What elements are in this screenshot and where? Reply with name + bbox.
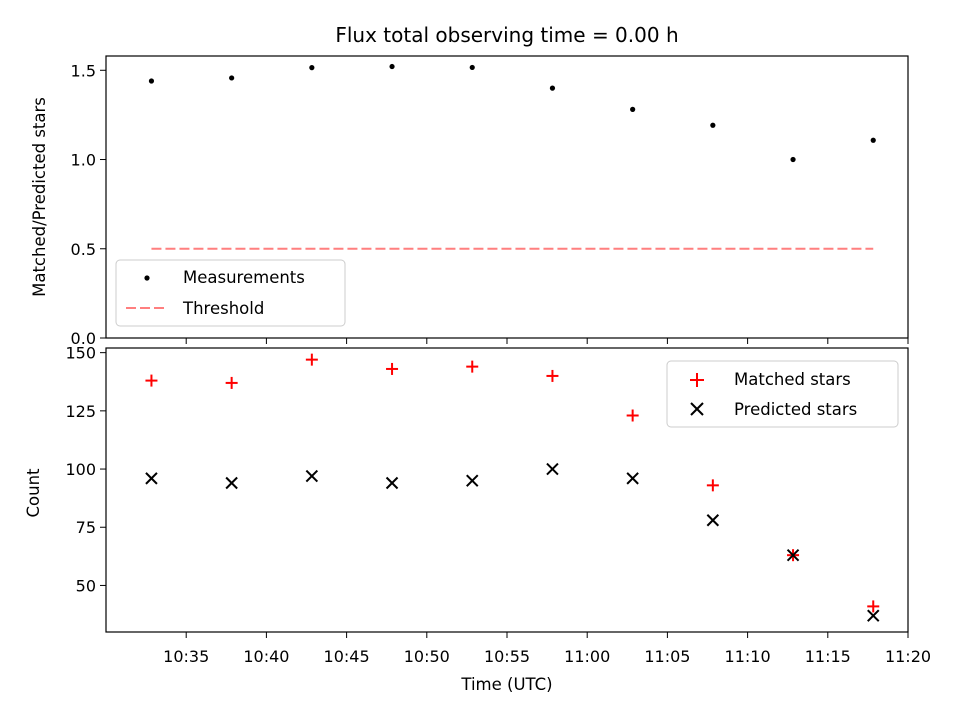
top-y-axis-label: Matched/Predicted stars <box>30 97 49 297</box>
predicted-x-b <box>385 476 399 490</box>
legend-predicted-label: Predicted stars <box>734 400 857 419</box>
top-y-tick-label: 1.5 <box>71 61 96 80</box>
top-y-tick-label: 0.0 <box>71 329 96 348</box>
x-tick-label: 11:05 <box>644 647 690 666</box>
bottom-y-tick-label: 100 <box>65 460 96 479</box>
measurement-point <box>469 64 475 71</box>
top-legend-frame <box>115 259 346 327</box>
measurement-point <box>790 156 796 163</box>
bottom-x-axis: 10:35 10:40 10:45 10:50 10:55 11:00 11:05 11:10… <box>163 632 931 666</box>
bottom-legend: Matched stars Predicted stars <box>666 360 899 428</box>
matched-star-point <box>386 362 399 375</box>
matched-star-point <box>305 353 318 366</box>
legend-matched-label: Matched stars <box>734 370 851 389</box>
top-legend: Measurements Threshold <box>115 259 346 327</box>
measurement-point <box>630 106 636 112</box>
predicted-star-point <box>145 472 158 485</box>
bottom-y-axis-label: Count <box>24 468 43 518</box>
top-panel: 0.0 0.5 1.0 1.5 Matched/Predicted stars Mea… <box>30 55 909 348</box>
legend-threshold-label: Threshold <box>182 299 264 318</box>
predicted-x-b <box>867 609 880 622</box>
predicted-x-b <box>466 474 479 487</box>
chart-title: Flux total observing time = 0.00 h <box>335 23 678 47</box>
predicted-star-point <box>546 462 559 476</box>
matched-star-point <box>466 360 479 373</box>
predicted-star-point <box>466 474 479 487</box>
x-tick-label: 11:15 <box>805 647 851 666</box>
top-y-axis: 0.0 0.5 1.0 1.5 <box>71 61 106 348</box>
bottom-legend-frame <box>666 360 899 428</box>
measurement-point <box>229 75 235 81</box>
bottom-y-axis: 50 75 100 125 150 <box>65 344 106 595</box>
matched-star-point <box>145 374 158 387</box>
matched-star-point <box>626 409 639 422</box>
predicted-x-b <box>305 469 319 483</box>
measurement-point <box>710 122 716 128</box>
x-axis-label: Time (UTC) <box>460 675 552 694</box>
predicted-star-point <box>706 514 720 527</box>
x-tick-label: 11:00 <box>564 647 610 666</box>
predicted-x-b <box>626 472 639 485</box>
x-tick-label: 10:45 <box>324 647 370 666</box>
matched-star-point <box>225 376 238 389</box>
predicted-star-point <box>626 472 639 485</box>
measurement-point <box>549 85 556 91</box>
bottom-y-tick-label: 150 <box>65 344 96 363</box>
predicted-star-point <box>225 476 238 490</box>
predicted-x-b <box>546 462 559 476</box>
top-y-tick-label: 1.0 <box>71 151 96 170</box>
legend-matched-marker <box>690 373 704 387</box>
x-tick-label: 11:10 <box>725 647 771 666</box>
legend-measurements-marker <box>144 275 150 281</box>
legend-measurements-label: Measurements <box>183 268 305 287</box>
predicted-x-b <box>225 476 238 490</box>
predicted-star-point <box>786 548 800 562</box>
x-tick-label: 10:35 <box>163 647 209 666</box>
measurement-point <box>870 137 876 143</box>
predicted-x-b <box>145 472 158 485</box>
matched-star-point <box>546 369 559 382</box>
predicted-star-point <box>305 469 319 483</box>
matched-star-point <box>867 600 880 613</box>
legend-predicted-marker <box>690 402 704 416</box>
bottom-y-tick-label: 75 <box>76 518 96 537</box>
x-tick-label: 10:50 <box>404 647 450 666</box>
measurement-point <box>309 65 315 71</box>
x-tick-label: 10:40 <box>243 647 289 666</box>
measurement-point <box>389 63 395 70</box>
bottom-y-tick-label: 50 <box>76 576 96 595</box>
predicted-x-b <box>786 548 800 562</box>
top-x-axis-ticks <box>185 338 909 344</box>
predicted-x-b <box>706 514 720 527</box>
predicted-star-point <box>867 609 880 622</box>
predicted-star-point <box>385 476 399 490</box>
x-tick-label: 10:55 <box>484 647 530 666</box>
top-y-tick-label: 0.5 <box>71 240 96 259</box>
bottom-series <box>145 353 880 622</box>
measurements-series <box>148 63 876 163</box>
matched-star-point <box>706 479 719 492</box>
measurement-point <box>148 78 155 84</box>
bottom-y-tick-label: 125 <box>65 402 96 421</box>
x-tick-label: 11:20 <box>885 647 931 666</box>
